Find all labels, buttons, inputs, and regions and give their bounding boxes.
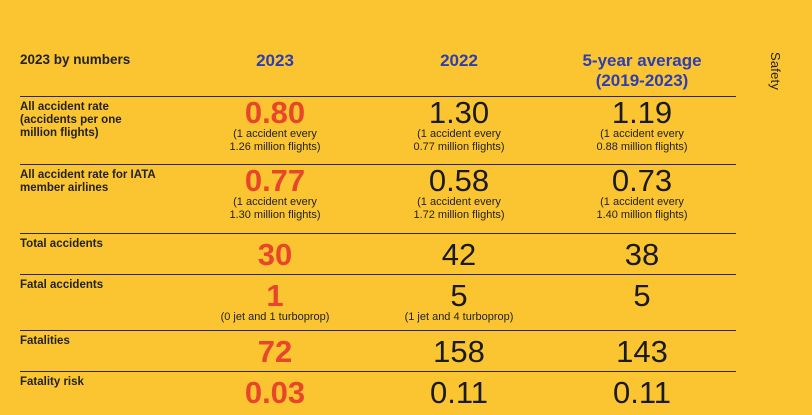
value-2023: 0.80 [244,95,306,130]
header-2022: 2022 [440,51,478,70]
value-2022: 158 [433,334,485,369]
cell-5yr-average: 0.11 [552,372,732,408]
value-2022: 42 [441,237,477,272]
cell-2022: 0.11 [384,372,534,408]
table-header: 2023 by numbers 2023 2022 5-year average… [20,46,736,98]
cell-2023: 0.80 (1 accident every 1.26 million flig… [200,97,350,154]
cell-2022: 0.58 (1 accident every 1.72 million flig… [384,165,534,222]
table-row: All accident rate (accidents per one mil… [20,96,736,165]
cell-2022: 42 [384,234,534,270]
table-row: Fatal accidents 1 (0 jet and 1 turboprop… [20,274,736,329]
table-row: Fatalities 72 158 143 [20,330,736,371]
note-2022: (1 accident every 1.72 million flights) [413,196,505,221]
note-5yr-average: (1 accident every 1.40 million flights) [596,196,688,221]
cell-2023: 0.77 (1 accident every 1.30 million flig… [200,165,350,222]
value-5yr-average: 0.11 [612,375,672,410]
cell-5yr-average: 143 [552,331,732,367]
value-5yr-average: 143 [616,334,668,369]
cell-2023: 1 (0 jet and 1 turboprop) [200,275,350,324]
value-2023: 0.03 [244,375,306,410]
cell-2022: 158 [384,331,534,367]
value-2023: 1 [266,278,284,313]
section-side-label: Safety [768,52,783,91]
value-5yr-average: 0.73 [611,163,673,198]
note-2022: (1 accident every 0.77 million flights) [413,128,505,153]
header-label: 2023 by numbers [20,52,131,67]
cell-5yr-average: 1.19 (1 accident every 0.88 million flig… [552,97,732,154]
value-2023: 30 [257,237,293,272]
row-label: All accident rate (accidents per one mil… [20,101,122,139]
row-label: Fatalities [20,335,70,347]
row-label: Total accidents [20,238,103,250]
cell-2023: 0.03 [200,372,350,408]
cell-2022: 5 (1 jet and 4 turboprop) [384,275,534,324]
cell-2023: 30 [200,234,350,270]
note-2023: (1 accident every 1.26 million flights) [229,128,321,153]
value-5yr-average: 38 [624,237,660,272]
note-2023: (1 accident every 1.30 million flights) [229,196,321,221]
header-5yr-average: 5-year average (2019-2023) [582,51,702,90]
value-5yr-average: 5 [633,278,651,313]
value-5yr-average: 1.19 [611,95,673,130]
value-2022: 5 [450,278,468,313]
value-2023: 0.77 [244,163,306,198]
row-label: All accident rate for IATA member airlin… [20,169,156,194]
note-2023: (0 jet and 1 turboprop) [220,311,330,323]
cell-5yr-average: 38 [552,234,732,270]
value-2023: 72 [257,334,293,369]
row-label: Fatality risk [20,376,84,388]
header-2023: 2023 [256,51,294,70]
row-label: Fatal accidents [20,279,104,291]
value-2022: 1.30 [428,95,490,130]
table-row: Total accidents 30 42 38 [20,233,736,274]
note-5yr-average: (1 accident every 0.88 million flights) [596,128,688,153]
cell-5yr-average: 0.73 (1 accident every 1.40 million flig… [552,165,732,222]
table-row: All accident rate for IATA member airlin… [20,164,736,233]
table-row: Fatality risk 0.03 0.11 0.11 [20,371,736,415]
value-2022: 0.11 [429,375,489,410]
note-2022: (1 jet and 4 turboprop) [404,311,514,323]
cell-2022: 1.30 (1 accident every 0.77 million flig… [384,97,534,154]
cell-5yr-average: 5 [552,275,732,311]
cell-2023: 72 [200,331,350,367]
value-2022: 0.58 [428,163,490,198]
